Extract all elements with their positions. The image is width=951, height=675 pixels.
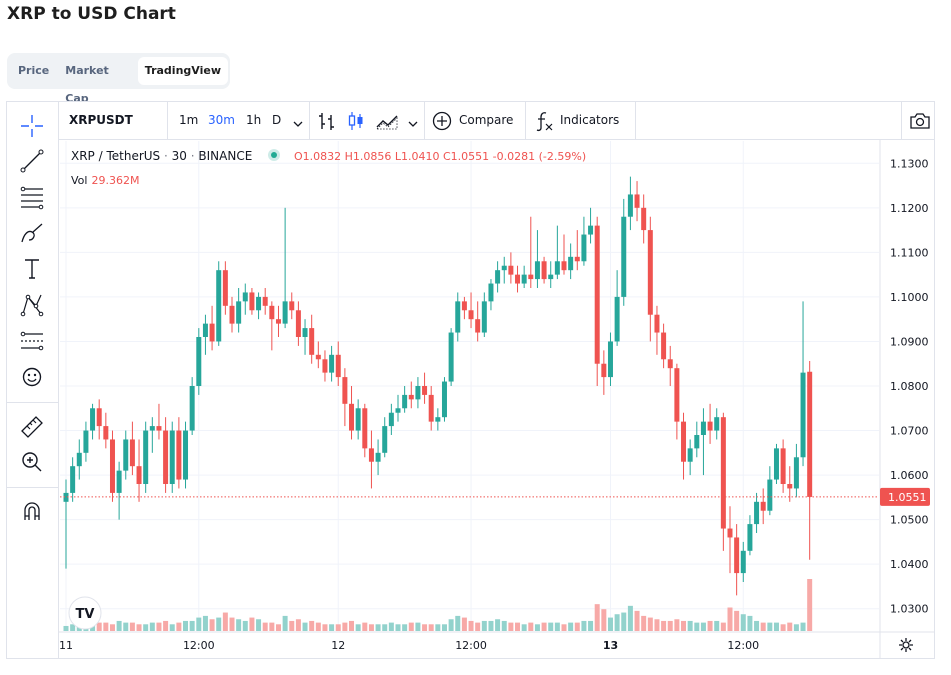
ruler-icon[interactable] xyxy=(17,412,47,442)
candles-icon[interactable] xyxy=(346,110,366,136)
volume-value: 29.362M xyxy=(91,174,140,187)
indicators-button[interactable]: Indicators xyxy=(560,113,620,127)
interval-1m[interactable]: 1m xyxy=(179,113,199,127)
area-chart-icon[interactable] xyxy=(375,111,399,135)
crosshair-icon[interactable] xyxy=(17,111,47,141)
camera-icon[interactable] xyxy=(909,110,931,136)
tab-tradingview[interactable]: TradingView xyxy=(137,57,228,85)
smiley-icon[interactable] xyxy=(17,362,47,392)
prediction-icon[interactable] xyxy=(17,326,47,356)
indicators-fx-icon[interactable] xyxy=(535,110,555,136)
bar-chart-icon[interactable] xyxy=(317,110,337,136)
tab-market-cap[interactable]: Market Cap xyxy=(65,64,109,105)
toolbar-divider xyxy=(167,102,168,139)
legend-low: L1.0410 xyxy=(394,150,440,163)
plus-circle-icon[interactable] xyxy=(432,111,452,135)
interval-1h[interactable]: 1h xyxy=(246,113,262,127)
legend-exchange: BINANCE xyxy=(198,149,253,163)
trend-line-icon[interactable] xyxy=(17,146,47,176)
toolbar-divider xyxy=(7,402,59,403)
chart-top-toolbar: XRPUSDT 1m 30m 1h D Compare Indicator xyxy=(59,102,934,140)
tradingview-widget: XRPUSDT 1m 30m 1h D Compare Indicator xyxy=(6,101,935,659)
drawing-toolbar xyxy=(7,102,59,658)
pattern-icon[interactable] xyxy=(17,290,47,320)
legend-open: O1.0832 xyxy=(293,150,342,163)
legend-interval: 30 xyxy=(171,149,187,163)
chevron-down-icon[interactable] xyxy=(292,115,304,134)
interval-30m[interactable]: 30m xyxy=(208,113,235,127)
page-title: XRP to USD Chart xyxy=(7,4,176,24)
market-status-dot-icon xyxy=(268,149,281,161)
toolbar-divider xyxy=(525,102,526,139)
compare-button[interactable]: Compare xyxy=(459,113,514,127)
symbol-search[interactable]: XRPUSDT xyxy=(69,113,133,127)
fib-retracement-icon[interactable] xyxy=(17,182,47,212)
zoom-in-icon[interactable] xyxy=(17,447,47,477)
tab-price[interactable]: Price xyxy=(18,64,50,77)
chart-tabs: Price Market Cap TradingView xyxy=(7,53,230,105)
legend-high: H1.0856 xyxy=(344,150,392,163)
interval-d[interactable]: D xyxy=(272,113,282,127)
text-tool-icon[interactable] xyxy=(17,254,47,284)
chevron-down-icon[interactable] xyxy=(407,115,419,134)
legend-change: -0.0281 (-2.59%) xyxy=(492,150,587,163)
magnet-icon[interactable] xyxy=(17,496,47,526)
toolbar-divider xyxy=(901,102,902,139)
toolbar-divider xyxy=(635,102,636,139)
legend-close: C1.0551 xyxy=(443,150,490,163)
toolbar-divider xyxy=(309,102,310,139)
toolbar-divider xyxy=(424,102,425,139)
chart-legend: XRP / TetherUS · 30 · BINANCE O1.0832 H1… xyxy=(71,149,587,163)
brush-icon[interactable] xyxy=(17,218,47,248)
legend-symbol-name: XRP / TetherUS xyxy=(71,149,161,163)
volume-legend: Vol 29.362M xyxy=(71,174,139,187)
volume-label: Vol xyxy=(71,174,88,187)
toolbar-divider xyxy=(7,487,59,488)
